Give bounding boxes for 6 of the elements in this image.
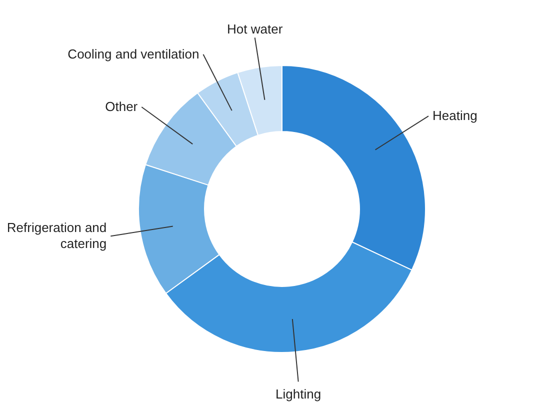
slice-label: Hot water [227, 22, 284, 37]
slice-label: Lighting [276, 386, 322, 402]
slice-label: Other [105, 99, 138, 114]
slice-label: Heating [432, 108, 478, 124]
slice-label: Cooling and ventilation [68, 46, 200, 62]
slice-label: Refrigeration and catering [6, 220, 107, 252]
